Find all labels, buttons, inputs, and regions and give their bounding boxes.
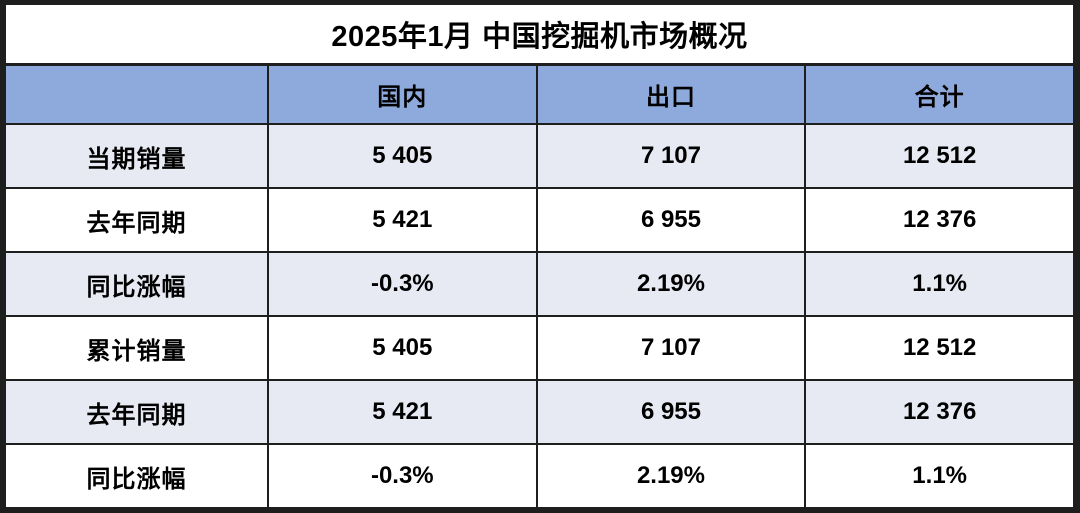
table-row: 当期销量 5 405 7 107 12 512 bbox=[4, 123, 1075, 189]
value-cell-export: 7 107 bbox=[535, 315, 807, 381]
value-cell-export: 6 955 bbox=[535, 187, 807, 253]
column-header-total: 合计 bbox=[804, 63, 1075, 125]
value-cell-domestic: 5 405 bbox=[266, 315, 538, 381]
row-label-cell: 同比涨幅 bbox=[4, 443, 269, 509]
value-cell-domestic: 5 421 bbox=[266, 187, 538, 253]
column-header-export: 出口 bbox=[535, 63, 807, 125]
title-row: 2025年1月 中国挖掘机市场概况 bbox=[4, 3, 1075, 66]
value-cell-total: 12 376 bbox=[804, 379, 1075, 445]
value-cell-export: 2.19% bbox=[535, 443, 807, 509]
value-cell-total: 12 512 bbox=[804, 123, 1075, 189]
value-cell-export: 6 955 bbox=[535, 379, 807, 445]
value-cell-domestic: -0.3% bbox=[266, 443, 538, 509]
column-header-empty bbox=[4, 63, 269, 125]
table-row: 累计销量 5 405 7 107 12 512 bbox=[4, 315, 1075, 381]
value-cell-domestic: -0.3% bbox=[266, 251, 538, 317]
value-cell-total: 12 376 bbox=[804, 187, 1075, 253]
value-cell-export: 2.19% bbox=[535, 251, 807, 317]
table-row: 同比涨幅 -0.3% 2.19% 1.1% bbox=[4, 443, 1075, 509]
column-header-domestic: 国内 bbox=[266, 63, 538, 125]
row-label-cell: 去年同期 bbox=[4, 379, 269, 445]
table-title: 2025年1月 中国挖掘机市场概况 bbox=[4, 3, 1075, 66]
row-label-cell: 去年同期 bbox=[4, 187, 269, 253]
row-label-cell: 当期销量 bbox=[4, 123, 269, 189]
market-overview-table: 2025年1月 中国挖掘机市场概况 国内 出口 合计 当期销量 5 405 7 … bbox=[4, 3, 1075, 509]
value-cell-domestic: 5 421 bbox=[266, 379, 538, 445]
header-row: 国内 出口 合计 bbox=[4, 63, 1075, 125]
value-cell-total: 1.1% bbox=[804, 251, 1075, 317]
table-row: 去年同期 5 421 6 955 12 376 bbox=[4, 187, 1075, 253]
row-label-cell: 累计销量 bbox=[4, 315, 269, 381]
table-row: 同比涨幅 -0.3% 2.19% 1.1% bbox=[4, 251, 1075, 317]
value-cell-total: 1.1% bbox=[804, 443, 1075, 509]
value-cell-total: 12 512 bbox=[804, 315, 1075, 381]
value-cell-domestic: 5 405 bbox=[266, 123, 538, 189]
table-row: 去年同期 5 421 6 955 12 376 bbox=[4, 379, 1075, 445]
row-label-cell: 同比涨幅 bbox=[4, 251, 269, 317]
value-cell-export: 7 107 bbox=[535, 123, 807, 189]
table-body: 当期销量 5 405 7 107 12 512 去年同期 5 421 6 955… bbox=[4, 123, 1075, 509]
